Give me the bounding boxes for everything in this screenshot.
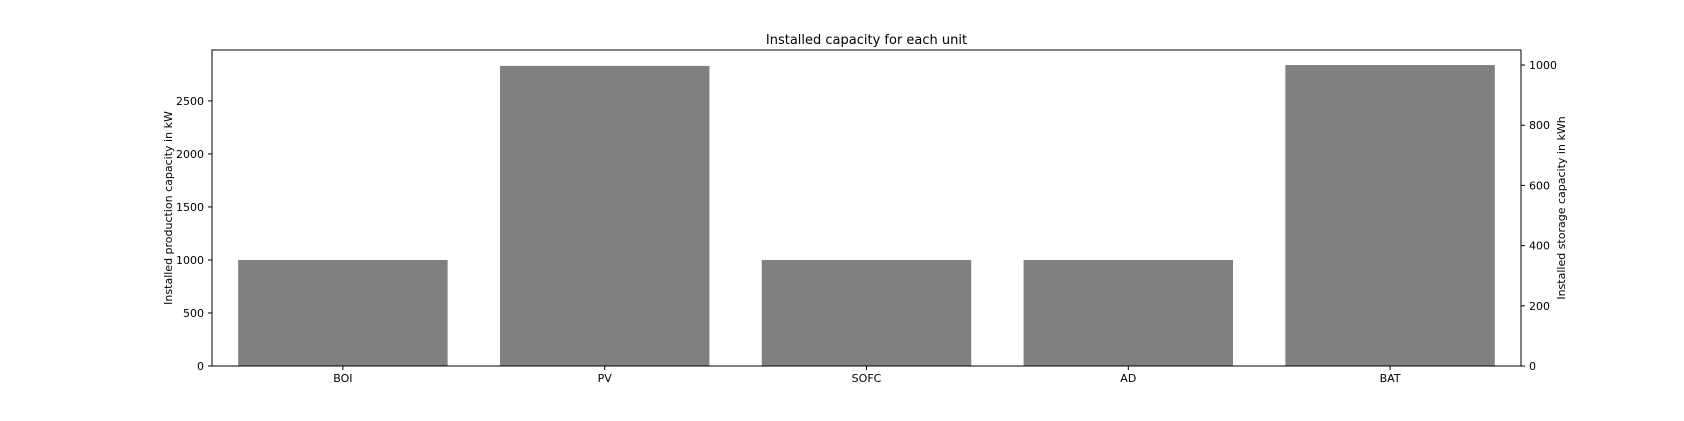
y-tick-label-left: 2500 (176, 95, 204, 108)
y-tick-label-left: 0 (197, 360, 204, 373)
y-axis-label-right: Installed storage capacity in kWh (1555, 116, 1568, 299)
x-tick-label-ad: AD (1120, 372, 1136, 385)
y-tick-label-right: 200 (1529, 300, 1550, 313)
bar-pv (499, 65, 710, 366)
y-tick-label-right: 0 (1529, 360, 1536, 373)
x-axis-ticks: BOI PV SOFC AD BAT (333, 366, 1401, 385)
x-tick-label-bat: BAT (1380, 372, 1401, 385)
x-tick-label-boi: BOI (333, 372, 352, 385)
y-tick-label-right: 400 (1529, 240, 1550, 253)
right-axis-ticks: 0 200 400 600 800 1000 (1521, 59, 1557, 373)
bar-ad (1023, 259, 1234, 366)
x-tick-label-sofc: SOFC (852, 372, 882, 385)
bar-boi (238, 259, 448, 366)
y-tick-label-right: 1000 (1529, 59, 1557, 72)
chart-title: Installed capacity for each unit (766, 33, 967, 48)
bars-layer (238, 65, 1495, 367)
left-axis-ticks: 0 500 1000 1500 2000 2500 (176, 95, 212, 373)
y-tick-label-right: 600 (1529, 179, 1550, 192)
y-tick-label-left: 1000 (176, 254, 204, 267)
bar-sofc (761, 259, 972, 366)
y-axis-label-left: Installed production capacity in kW (162, 111, 175, 305)
y-tick-label-right: 800 (1529, 119, 1550, 132)
bar-bat (1285, 65, 1495, 367)
y-tick-label-left: 500 (183, 307, 204, 320)
y-tick-label-left: 2000 (176, 148, 204, 161)
y-tick-label-left: 1500 (176, 201, 204, 214)
x-tick-label-pv: PV (598, 372, 613, 385)
